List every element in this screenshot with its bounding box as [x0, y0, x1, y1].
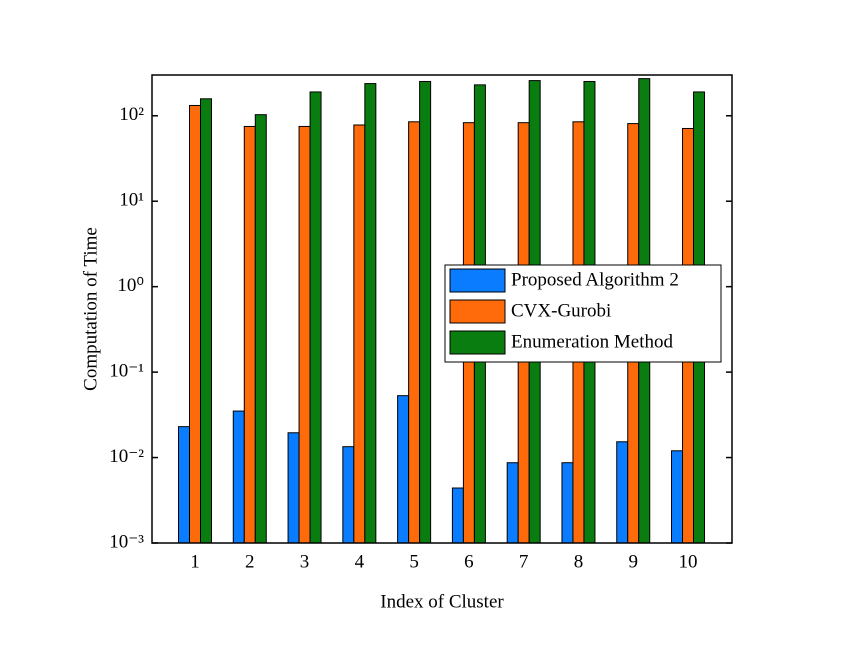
x-tick-label: 3	[300, 551, 310, 572]
bar	[298, 125, 311, 544]
bar	[419, 80, 432, 544]
bar	[364, 83, 377, 544]
bar	[342, 446, 355, 544]
y-axis-label: Computation of Time	[80, 227, 101, 391]
legend-label: Proposed Algorithm 2	[511, 269, 679, 290]
y-tick-label: 10⁰	[117, 275, 144, 296]
x-tick-label: 6	[464, 551, 474, 572]
legend-label: Enumeration Method	[511, 331, 673, 352]
bar	[200, 98, 212, 544]
bar	[451, 487, 464, 544]
x-tick-label: 9	[628, 551, 638, 572]
bar	[397, 395, 410, 544]
bar	[254, 114, 267, 544]
x-tick-label: 10	[679, 551, 698, 572]
x-tick-label: 8	[574, 551, 584, 572]
legend-label: CVX-Gurobi	[511, 300, 611, 321]
bar	[616, 441, 629, 544]
x-tick-label: 7	[519, 551, 529, 572]
x-tick-label: 1	[190, 551, 200, 572]
x-tick-label: 4	[355, 551, 365, 572]
bar	[189, 104, 201, 544]
bar	[232, 410, 245, 544]
x-axis-label: Index of Cluster	[380, 591, 504, 612]
bar	[178, 426, 190, 544]
bar	[287, 432, 300, 544]
bar	[243, 125, 256, 544]
y-tick-label: 10¹	[119, 190, 144, 211]
x-tick-label: 2	[245, 551, 255, 572]
bar	[408, 121, 421, 544]
bar	[671, 450, 684, 544]
legend-swatch	[449, 268, 506, 293]
bar	[353, 124, 366, 544]
legend-swatch	[449, 330, 506, 355]
y-tick-label: 10⁻²	[109, 446, 144, 467]
bar	[309, 91, 322, 544]
y-tick-label: 10⁻³	[109, 531, 144, 552]
y-tick-label: 10⁻¹	[109, 360, 144, 381]
bar	[506, 462, 519, 544]
bar	[561, 462, 574, 544]
x-tick-label: 5	[409, 551, 419, 572]
plot-frame	[151, 74, 733, 544]
legend-swatch	[449, 299, 506, 324]
y-tick-label: 10²	[119, 104, 144, 125]
